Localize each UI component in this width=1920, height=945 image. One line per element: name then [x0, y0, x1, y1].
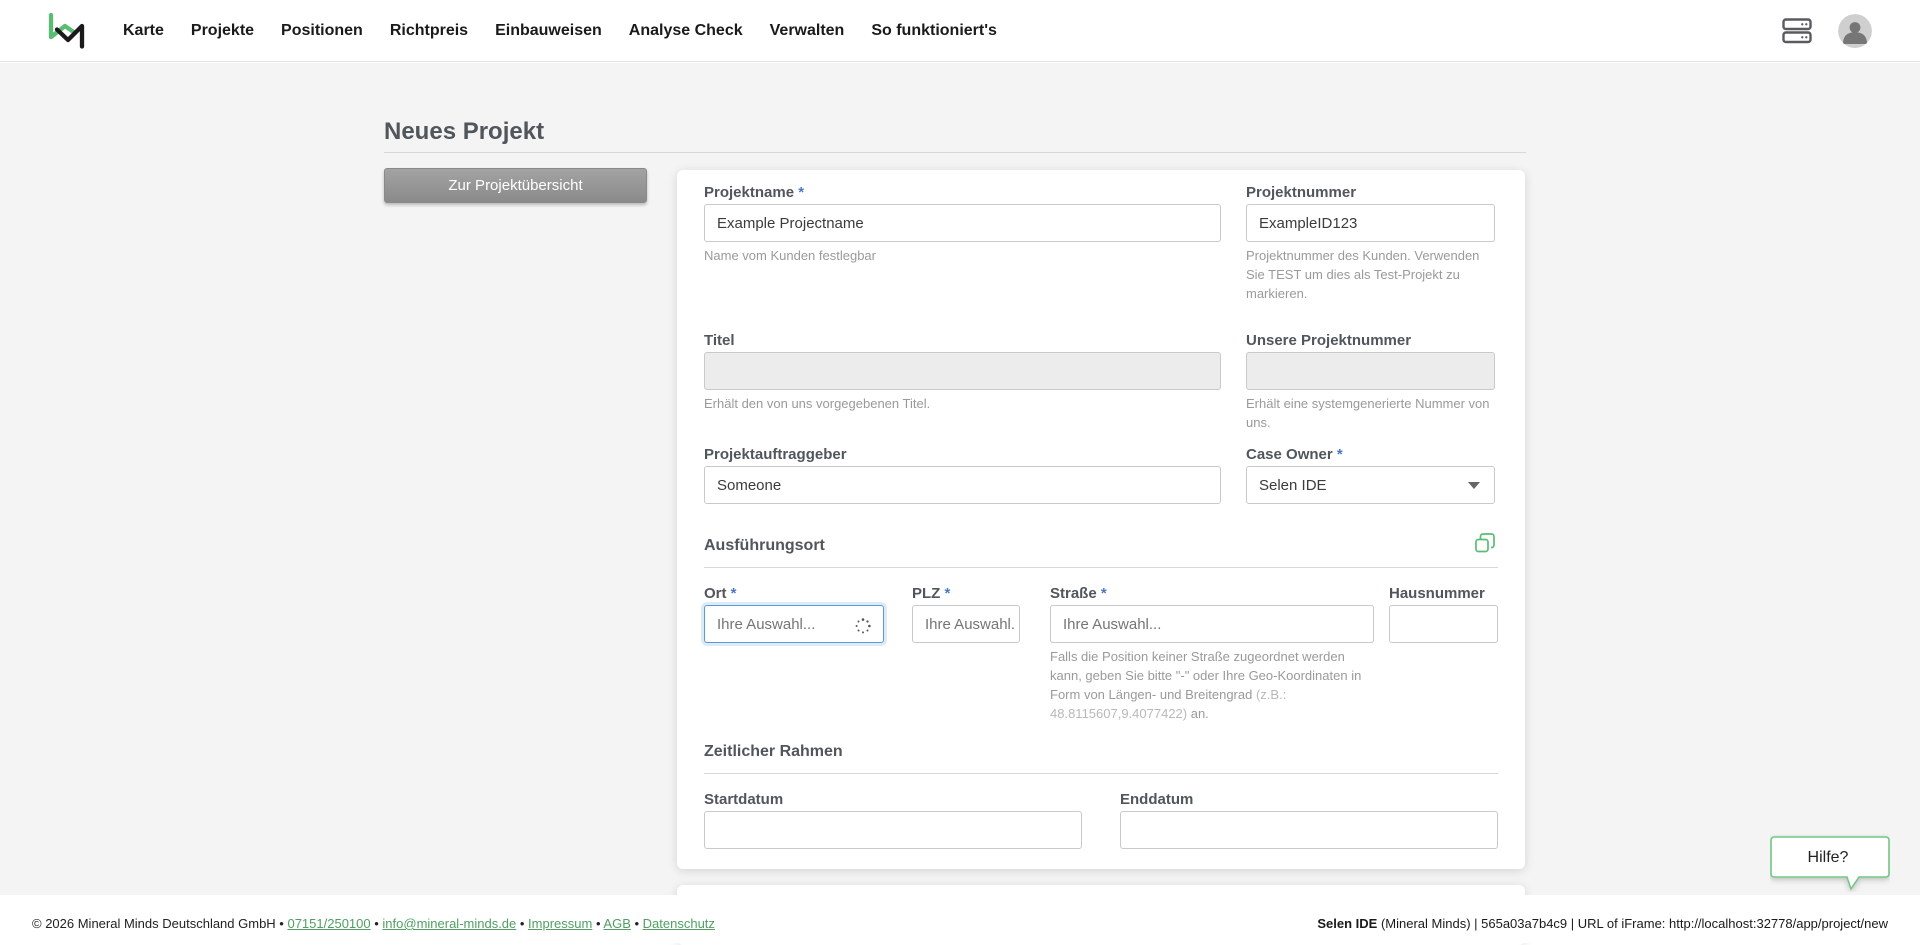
svg-text:Hilfe?: Hilfe?: [1808, 849, 1849, 866]
